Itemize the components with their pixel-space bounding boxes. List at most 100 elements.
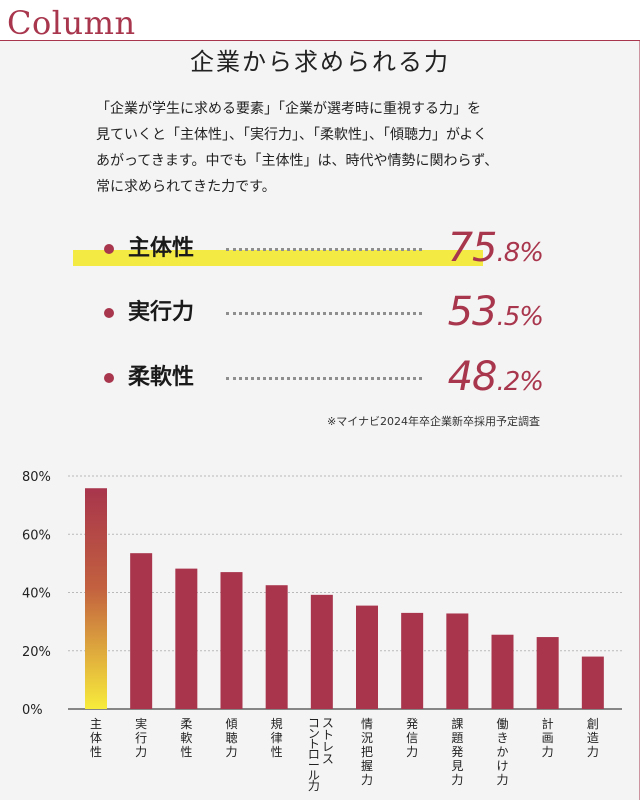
x-tick-label: コ bbox=[308, 716, 320, 730]
lead-line: 見ていくと「主体性」、「実行力」、「柔軟性」、「傾聴力」がよく bbox=[96, 127, 488, 143]
page-title: 企業から求められる力 bbox=[190, 48, 450, 76]
x-tick-label: 課 bbox=[451, 716, 463, 731]
bullet-dot-icon bbox=[104, 373, 114, 383]
x-tick-label: 軟 bbox=[180, 730, 192, 745]
dotted-leader bbox=[226, 312, 422, 315]
highlight-marker bbox=[73, 250, 483, 266]
bar-10 bbox=[491, 634, 514, 709]
x-tick-label: 発 bbox=[406, 717, 418, 731]
x-tick-label: け bbox=[496, 759, 508, 773]
bar-5 bbox=[265, 585, 288, 709]
x-tick-label: 行 bbox=[135, 731, 147, 745]
x-tick-label: 創 bbox=[587, 717, 599, 731]
x-tick-label: 性 bbox=[90, 745, 102, 759]
stat-row-juunansei: 柔軟性 48.2% bbox=[0, 355, 640, 403]
x-tick-label: 実 bbox=[135, 716, 147, 731]
x-tick-label: 規 bbox=[271, 716, 283, 731]
bar-8 bbox=[401, 612, 424, 709]
x-tick-label: ト bbox=[308, 737, 320, 751]
header-rule bbox=[0, 40, 640, 41]
bar-12 bbox=[581, 656, 604, 709]
stat-value: 75.8% bbox=[425, 225, 544, 278]
bar-chart: 0%20%40%60%80% 主体性実行力柔軟性傾聴力規律性ストレスコントロール… bbox=[22, 470, 622, 793]
x-tick-label: 見 bbox=[451, 759, 463, 773]
x-tick-label: 力 bbox=[361, 773, 373, 787]
bar-9 bbox=[446, 613, 469, 709]
y-tick-label: 60% bbox=[22, 528, 51, 543]
stat-value-int: 48 bbox=[447, 354, 498, 400]
y-tick-label: 80% bbox=[22, 470, 51, 485]
stat-label: 主体性 bbox=[128, 236, 195, 261]
x-tick-label: 発 bbox=[451, 745, 463, 759]
stat-value-dec: .2% bbox=[496, 367, 544, 397]
bar-4 bbox=[220, 572, 243, 709]
x-tick-label: 力 bbox=[135, 745, 147, 759]
x-tick-label: 柔 bbox=[180, 717, 192, 731]
gridlines bbox=[68, 475, 622, 710]
lead-line: あがってきます。中でも「主体性」は、時代や情勢に関わらず、 bbox=[96, 153, 499, 169]
x-tick-label: 性 bbox=[271, 745, 283, 759]
x-tick-label: ロ bbox=[308, 748, 320, 762]
x-tick-label: 働 bbox=[496, 717, 508, 731]
x-tick-label: ル bbox=[308, 769, 320, 783]
bar-1 bbox=[85, 488, 107, 709]
x-tick-label: 律 bbox=[271, 731, 283, 745]
lead-line: 常に求められてきた力です。 bbox=[96, 179, 276, 195]
x-tick-label: 計 bbox=[542, 716, 554, 731]
lead-line: 「企業が学生に求める要素」「企業が選考時に重視する力」を bbox=[96, 101, 481, 117]
x-tick-label: 況 bbox=[361, 730, 373, 745]
x-tick-label: 力 bbox=[496, 773, 508, 787]
x-tick-label: 題 bbox=[451, 731, 463, 745]
y-tick-label: 0% bbox=[22, 703, 43, 718]
dotted-leader bbox=[226, 248, 422, 251]
y-tick-label: 40% bbox=[22, 587, 51, 602]
stat-label: 柔軟性 bbox=[128, 365, 195, 390]
x-tick-label: 力 bbox=[225, 745, 237, 759]
stat-value-int: 75 bbox=[447, 225, 498, 271]
x-tick-label: き bbox=[496, 731, 508, 745]
x-tick-label: ス bbox=[322, 716, 334, 730]
y-tick-label: 20% bbox=[22, 645, 51, 660]
source-note: ※マイナビ2024年卒企業新卒採用予定調査 bbox=[327, 415, 540, 428]
bar-11 bbox=[536, 637, 559, 709]
lead-paragraph: 「企業が学生に求める要素」「企業が選考時に重視する力」を 見ていくと「主体性」、… bbox=[96, 96, 556, 200]
stat-value-dec: .8% bbox=[496, 238, 544, 268]
x-tick-label: 力 bbox=[308, 779, 320, 793]
bars bbox=[85, 488, 604, 709]
bullet-dot-icon bbox=[104, 244, 114, 254]
x-tick-label: 傾 bbox=[225, 717, 237, 731]
stat-value: 53.5% bbox=[425, 289, 544, 342]
dotted-leader bbox=[226, 377, 422, 380]
stat-value-dec: .5% bbox=[496, 302, 544, 332]
x-tick-label: 力 bbox=[451, 773, 463, 787]
bar-2 bbox=[130, 553, 153, 709]
x-tick-label: か bbox=[496, 745, 508, 759]
bullet-dot-icon bbox=[104, 308, 114, 318]
x-tick-label: 握 bbox=[361, 758, 373, 773]
bar-7 bbox=[356, 605, 378, 709]
x-tick-label: ス bbox=[322, 752, 334, 766]
x-tick-label: 主 bbox=[90, 717, 102, 731]
x-tick-label: ト bbox=[322, 728, 334, 742]
x-axis-labels: 主体性実行力柔軟性傾聴力規律性ストレスコントロール力情況把握力発信力課題発見力働… bbox=[90, 716, 599, 793]
stat-value-int: 53 bbox=[447, 289, 498, 335]
stat-value: 48.2% bbox=[425, 354, 544, 407]
x-tick-label: 情 bbox=[361, 717, 373, 731]
stat-label: 実行力 bbox=[128, 300, 195, 325]
x-tick-label: 力 bbox=[542, 745, 554, 759]
x-tick-label: 力 bbox=[587, 745, 599, 759]
stat-row-shutaisei: 主体性 75.8% bbox=[0, 226, 640, 274]
x-tick-label: 体 bbox=[90, 731, 102, 745]
x-tick-label: 信 bbox=[406, 731, 418, 745]
stat-row-jikkouryoku: 実行力 53.5% bbox=[0, 290, 640, 338]
column-badge: Column bbox=[0, 0, 144, 41]
x-tick-label: 把 bbox=[361, 745, 373, 759]
bar-6 bbox=[310, 594, 333, 709]
x-tick-label: 性 bbox=[180, 745, 192, 759]
x-tick-label: 聴 bbox=[225, 731, 237, 745]
x-tick-label: ン bbox=[308, 727, 320, 741]
x-tick-label: 画 bbox=[542, 731, 554, 745]
x-tick-label: 造 bbox=[587, 731, 599, 745]
x-tick-label: 力 bbox=[406, 745, 418, 759]
